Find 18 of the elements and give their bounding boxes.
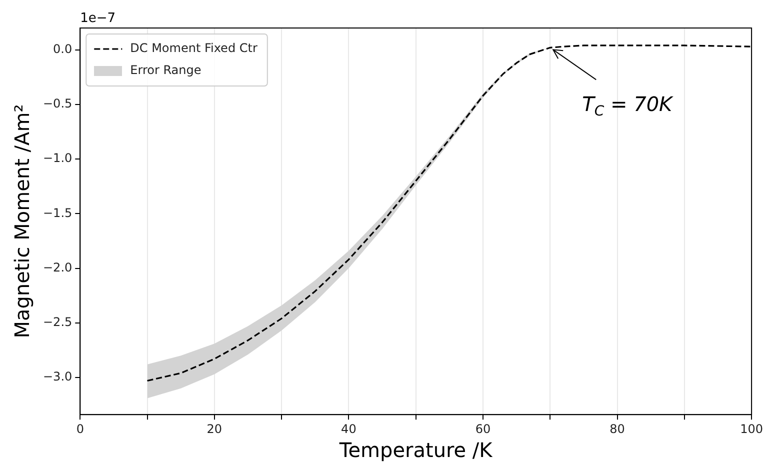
x-tick-label: 40 (341, 422, 356, 436)
y-tick-label: −1.5 (43, 206, 72, 220)
y-tick-label: −2.0 (43, 260, 72, 274)
x-tick-label: 0 (76, 422, 84, 436)
y-tick-label: 0.0 (53, 42, 72, 56)
text: 1e−7 (80, 10, 116, 26)
y-axis-title: Magnetic Moment /Am² (10, 104, 34, 338)
y-tick-label: −3.0 (43, 370, 72, 384)
annotation: Error Range (130, 63, 202, 78)
y-tick-label: −2.5 (43, 314, 72, 329)
x-axis-title: Temperature /K (338, 438, 494, 462)
x-tick-label: 60 (475, 422, 491, 436)
x-tick-label: 100 (740, 422, 763, 436)
legend-label: DC Moment Fixed Ctr (130, 41, 258, 56)
x-tick-label: 20 (206, 422, 222, 436)
y-tick-label: −1.0 (43, 151, 72, 166)
y-tick-label: −0.5 (43, 96, 72, 111)
x-tick-label: 80 (610, 422, 625, 436)
